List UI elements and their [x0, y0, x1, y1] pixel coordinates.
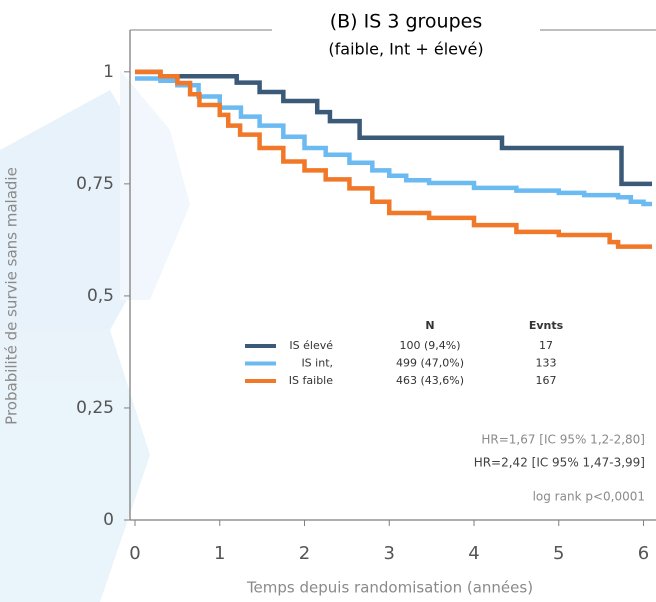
- legend-header: N: [425, 319, 434, 332]
- legend-n: 499 (47,0%): [396, 357, 464, 370]
- legend-label: IS faible: [289, 374, 333, 387]
- x-tick-label: 6: [638, 543, 649, 564]
- chart-subtitle: (faible, Int + élevé): [328, 40, 483, 59]
- x-tick-label: 4: [468, 543, 479, 564]
- survival-curve: [135, 69, 652, 187]
- x-tick-label: 2: [299, 543, 310, 564]
- legend-events: 167: [536, 374, 557, 387]
- y-tick-label: 0,25: [76, 398, 114, 418]
- y-axis-label: Probabilité de survie sans maladie: [3, 167, 21, 425]
- annotation: HR=2,42 [IC 95% 1,47-3,99]: [474, 456, 645, 470]
- survival-curve: [135, 76, 652, 207]
- y-tick-label: 1: [103, 62, 114, 82]
- x-tick-label: 3: [384, 543, 395, 564]
- legend-label: IS int,: [301, 357, 333, 370]
- x-axis-label: Temps depuis randomisation (années): [246, 579, 533, 597]
- annotation: log rank p<0,0001: [533, 490, 645, 504]
- legend-label: IS élevé: [289, 339, 333, 352]
- annotation: HR=1,67 [IC 95% 1,2-2,80]: [481, 433, 645, 447]
- survival-curve: [135, 69, 652, 249]
- x-tick-label: 0: [129, 543, 140, 564]
- legend-events: 133: [536, 357, 557, 370]
- legend-n: 100 (9,4%): [399, 339, 460, 352]
- legend-header: Evnts: [529, 319, 564, 332]
- legend-n: 463 (43,6%): [396, 374, 464, 387]
- y-tick-label: 0: [103, 510, 114, 530]
- background-decoration: [0, 70, 190, 602]
- x-tick-label: 1: [214, 543, 225, 564]
- legend-events: 17: [539, 339, 553, 352]
- x-tick-label: 5: [553, 543, 564, 564]
- chart-title: (B) IS 3 groupes: [330, 11, 483, 33]
- y-tick-label: 0,75: [76, 174, 114, 194]
- y-tick-label: 0,5: [87, 286, 114, 306]
